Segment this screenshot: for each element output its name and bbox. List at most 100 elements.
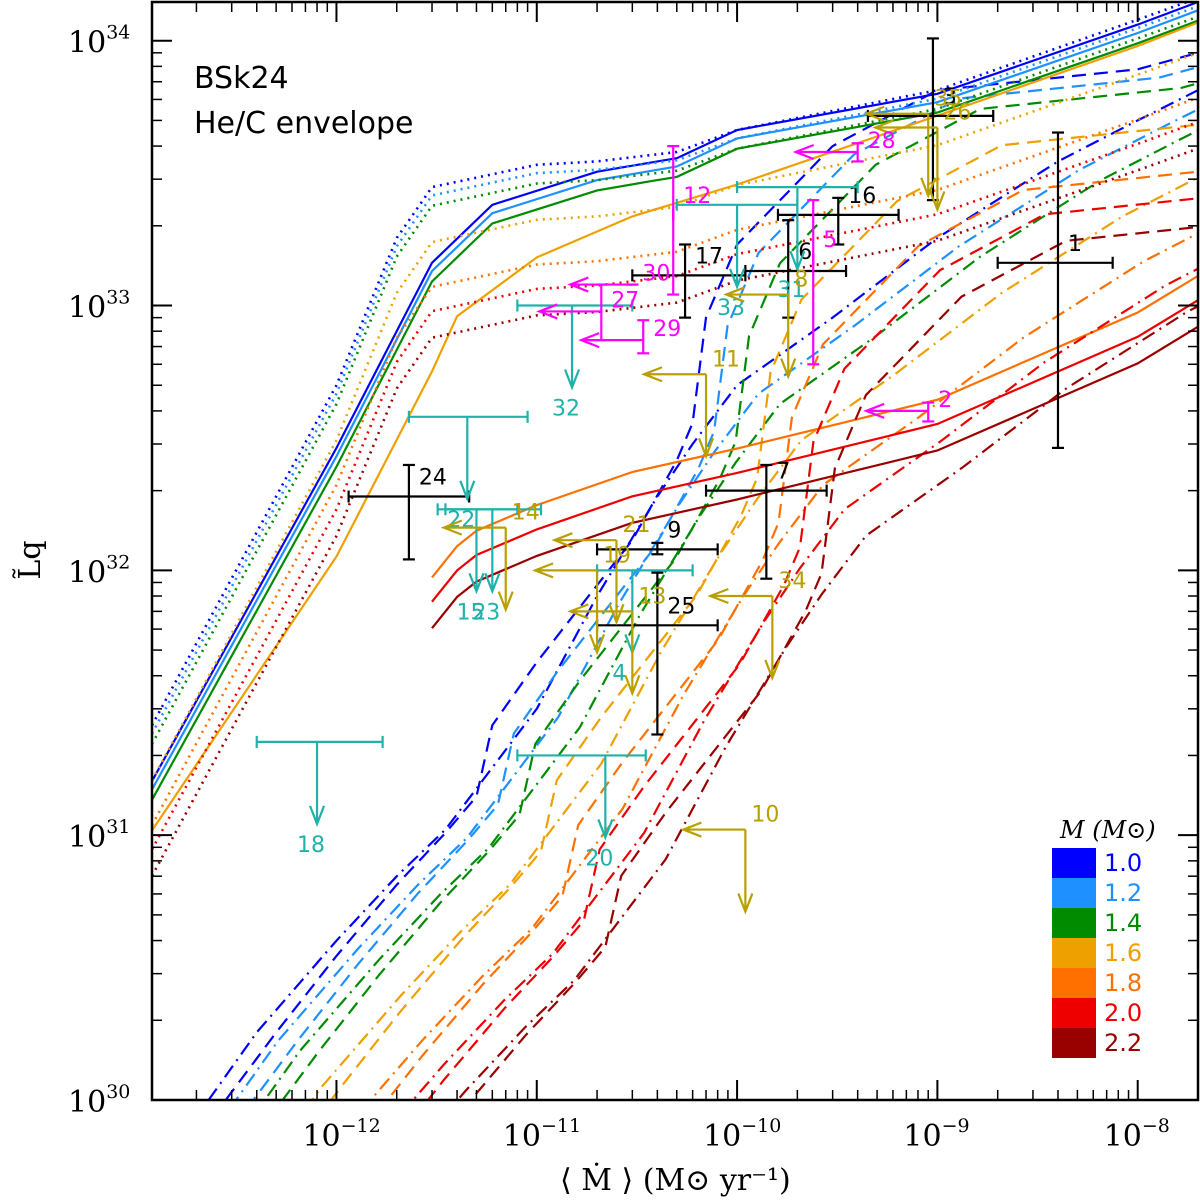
double-upper-limit: 13 [567,584,666,697]
solid-line-m5 [431,299,1198,603]
source-label: 31 [777,278,805,303]
arrow-head [468,572,485,595]
axis-ticks: 10−12 10−11 10−10 10−9 10−810301031103210331… [68,2,1199,1154]
down-arrow-head [737,893,754,915]
dashed-line-m6 [469,225,1198,1100]
y-tick-base: 10 [68,820,106,855]
x-tick-exp: −8 [1142,1115,1170,1137]
error-bar-source: 25 [595,571,719,736]
y-tick-exp: 31 [106,816,130,838]
solid-line-m1 [152,9,1198,791]
arrow-head [564,369,581,391]
source-label: 11 [712,347,740,372]
x-axis-label-text: ⟨ Ṁ ⟩ (M⊙ yr⁻¹) [560,1162,791,1198]
left-arrow-head [707,587,729,605]
down-arrow-head [624,674,641,697]
y-tick-exp: 30 [106,1081,130,1103]
solid-line-m4 [431,274,1198,579]
y-tick-label: 1031 [68,816,130,855]
arrow-head [729,268,746,290]
dashed-line-m2 [281,82,1198,1100]
x-tick-label: 10−8 [1104,1115,1170,1154]
double-upper-limit: 14 [440,501,540,613]
legend-label: 1.6 [1104,939,1142,967]
legend-label: 1.4 [1104,909,1142,937]
accretion-upper-limit: 28 [792,129,896,163]
y-tick-exp: 34 [106,22,130,44]
dashdot-line-m5 [411,267,1198,1100]
arrow-head [792,143,815,161]
luminosity-upper-limit: 32 [516,299,634,422]
arrow-head [459,480,476,502]
y-tick-base: 10 [68,291,106,326]
left-arrow-head [680,821,702,838]
y-tick-base: 10 [68,555,106,590]
y-tick-exp: 33 [106,287,130,309]
accretion-upper-limit: 30 [567,262,670,293]
dashdot-line-m0 [207,89,1198,1100]
error-bar-source: 17 [631,243,747,319]
dashdot-line-m1 [234,108,1198,1100]
error-bar-source: 16 [776,184,900,246]
source-label: 20 [585,846,613,871]
title-line-1: BSk24 [194,61,289,96]
source-label: 2 [938,388,952,413]
left-arrow-head [551,532,573,549]
solid-line-m2 [152,19,1198,801]
error-bar-source: 7 [704,460,828,580]
dashdot-line-m6 [456,305,1198,1100]
luminosity-upper-limit: 20 [516,749,647,871]
y-tick-exp: 32 [106,551,130,573]
legend-swatch [1052,908,1096,938]
left-arrow-head [641,366,663,383]
down-arrow-head [497,591,514,613]
x-tick-exp: −11 [541,1115,581,1137]
legend-swatch [1052,1028,1096,1058]
y-tick-label: 1034 [68,22,130,61]
y-axis-label: L̃q [13,540,48,579]
accretion-upper-limit: 27 [536,283,639,342]
left-arrow-head [440,519,463,536]
double-upper-limit: 26 [872,101,971,213]
source-label: 25 [667,594,695,619]
error-bar-source: 9 [595,518,719,556]
source-label: 26 [943,101,971,126]
source-label: 32 [552,397,580,422]
x-tick-base: 10 [703,1119,741,1154]
dashed-line-m4 [386,170,1198,1100]
legend-label: 1.8 [1104,969,1142,997]
double-upper-limit: 34 [707,569,806,682]
double-upper-limit: 21 [551,513,650,626]
x-tick-exp: −9 [942,1115,970,1137]
arrow-head [309,805,326,827]
legend-swatch [1052,968,1096,998]
legend: M (M⊙) 1.01.21.41.61.82.02.2 [1052,816,1156,1058]
y-tick-base: 10 [68,1085,106,1120]
down-arrow-head [589,633,606,656]
source-label: 17 [695,244,723,269]
dotted-line-m3 [152,51,1198,781]
arrow-head [597,819,614,841]
solid-line-m6 [431,325,1198,629]
source-label: 15 [456,600,484,625]
dashed-line-m5 [426,197,1198,1100]
left-arrow-head [532,562,554,579]
legend-swatch [1052,848,1096,878]
dashed-line-m1 [252,65,1198,1100]
solid-line-m0 [152,2,1198,782]
error-bar-source: 5 [807,199,837,366]
legend-label: 2.2 [1104,1029,1142,1057]
source-label: 4 [612,661,626,686]
x-tick-base: 10 [503,1119,541,1154]
source-label: 23 [472,600,500,625]
arrow-head [789,250,806,273]
title-line-2: He/C envelope [194,106,413,141]
observed-sources: 1367916172425512415182022233132338101113… [255,37,1114,915]
down-arrow-head [608,603,625,626]
source-label: 35 [934,87,962,112]
legend-swatch [1052,998,1096,1028]
dashdot-line-m3 [310,176,1198,1100]
source-label: 30 [642,262,670,287]
y-tick-label: 1033 [68,287,130,326]
source-label: 24 [419,466,447,491]
